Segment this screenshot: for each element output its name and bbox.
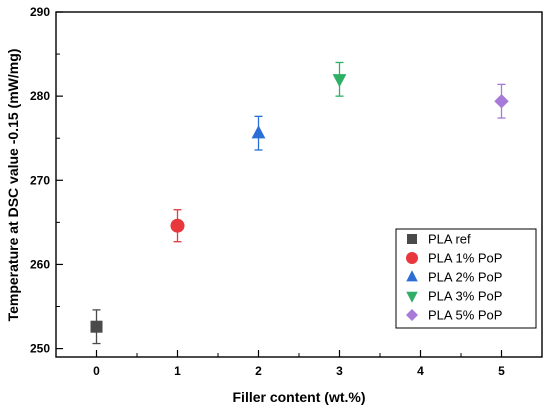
data-marker: [170, 218, 185, 233]
legend-item: PLA ref: [407, 232, 471, 247]
series-point-2: [251, 115, 266, 151]
y-tick-label: 290: [30, 5, 50, 19]
x-tick-label: 4: [417, 364, 424, 378]
legend-marker: [407, 234, 417, 244]
legend-label: PLA 5% PoP: [428, 308, 502, 323]
data-marker: [251, 125, 266, 139]
y-tick-label: 250: [30, 342, 50, 356]
legend-item: PLA 2% PoP: [406, 270, 502, 285]
legend-marker: [406, 309, 418, 321]
series-point-4: [494, 83, 509, 119]
legend-item: PLA 1% PoP: [406, 251, 502, 266]
data-marker: [332, 74, 347, 88]
x-tick-label: 5: [498, 364, 505, 378]
legend-marker: [406, 291, 418, 303]
series-point-3: [332, 61, 347, 97]
series-point-1: [170, 209, 185, 243]
series-point-0: [90, 309, 103, 345]
y-tick-label: 280: [30, 89, 50, 103]
legend-item: PLA 3% PoP: [406, 289, 502, 304]
data-marker: [90, 320, 103, 333]
y-tick-label: 260: [30, 257, 50, 271]
y-axis-label: Temperature at DSC value -0.15 (mW/mg): [5, 49, 21, 322]
data-points: [90, 61, 509, 345]
x-axis-ticks: 0 1 2 3 4 5: [55, 350, 543, 378]
legend-label: PLA 3% PoP: [428, 289, 502, 304]
legend: PLA ref PLA 1% PoP PLA 2% PoP PLA 3% PoP PLA…: [395, 228, 537, 329]
y-axis-ticks: 250 260 270 280 290: [30, 5, 63, 356]
x-tick-label: 2: [255, 364, 262, 378]
x-axis-label: Filler content (wt.%): [233, 389, 366, 405]
data-marker: [494, 93, 509, 109]
legend-label: PLA ref: [428, 232, 471, 247]
y-tick-label: 270: [30, 173, 50, 187]
legend-item: PLA 5% PoP: [406, 308, 502, 323]
x-tick-label: 3: [336, 364, 343, 378]
legend-label: PLA 2% PoP: [428, 270, 502, 285]
legend-label: PLA 1% PoP: [428, 251, 502, 266]
legend-marker: [406, 252, 418, 264]
legend-box: [395, 228, 537, 329]
x-tick-label: 1: [174, 364, 181, 378]
legend-marker: [406, 270, 418, 282]
x-tick-label: 0: [93, 364, 100, 378]
